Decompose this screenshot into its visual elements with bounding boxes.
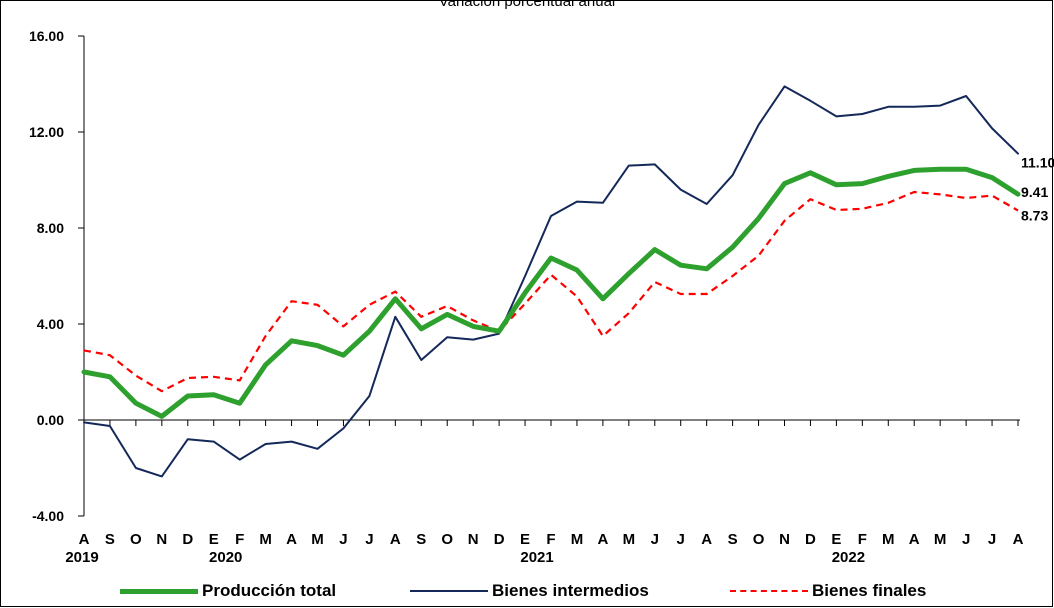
series-end-label-1: 11.10 bbox=[1021, 155, 1054, 171]
x-tick-label: E bbox=[209, 531, 219, 548]
x-tick-label: D bbox=[182, 531, 193, 548]
legend-swatch-finales bbox=[730, 590, 808, 592]
x-tick-label: O bbox=[753, 531, 765, 548]
y-tick-label: 16.00 bbox=[29, 28, 64, 44]
x-tick-label: M bbox=[882, 531, 895, 548]
x-tick-label: J bbox=[651, 531, 659, 548]
x-tick-label: A bbox=[597, 531, 608, 548]
legend-item-total: Producción total bbox=[120, 576, 336, 606]
legend-swatch-total bbox=[120, 588, 198, 594]
y-tick-label: -4.00 bbox=[32, 508, 64, 524]
x-tick-label: F bbox=[546, 531, 555, 548]
x-tick-label: J bbox=[339, 531, 347, 548]
x-year-label: 2021 bbox=[520, 549, 553, 566]
x-tick-label: S bbox=[416, 531, 426, 548]
series-end-label-0: 9.41 bbox=[1021, 184, 1048, 200]
series-end-label-2: 8.73 bbox=[1021, 207, 1048, 223]
x-tick-label: A bbox=[909, 531, 920, 548]
series-line-1 bbox=[83, 85, 1019, 478]
x-tick-label: S bbox=[105, 531, 115, 548]
x-tick-label: A bbox=[1013, 531, 1024, 548]
x-year-label: 2022 bbox=[832, 549, 865, 566]
x-tick-label: F bbox=[858, 531, 867, 548]
x-tick-label: D bbox=[494, 531, 505, 548]
x-tick-label: S bbox=[728, 531, 738, 548]
x-tick-label: J bbox=[962, 531, 970, 548]
y-tick-label: 8.00 bbox=[37, 220, 64, 236]
x-tick-label: M bbox=[311, 531, 324, 548]
x-year-label: 2020 bbox=[209, 549, 242, 566]
y-tick-label: 0.00 bbox=[37, 412, 64, 428]
x-tick-label: E bbox=[520, 531, 530, 548]
x-tick-label: N bbox=[468, 531, 479, 548]
x-tick-label: M bbox=[934, 531, 947, 548]
x-tick-label: J bbox=[365, 531, 373, 548]
x-tick-label: O bbox=[130, 531, 142, 548]
legend-label-total: Producción total bbox=[202, 581, 337, 600]
chart-legend: Producción total Bienes intermedios Bien… bbox=[120, 576, 1020, 606]
x-tick-label: F bbox=[235, 531, 244, 548]
series-line-2 bbox=[83, 190, 1019, 393]
legend-label-finales: Bienes finales bbox=[812, 581, 927, 600]
x-tick-label: J bbox=[677, 531, 685, 548]
x-year-label: 2019 bbox=[65, 549, 98, 566]
x-tick-label: A bbox=[390, 531, 401, 548]
x-tick-label: M bbox=[623, 531, 636, 548]
x-tick-label: J bbox=[988, 531, 996, 548]
x-tick-label: A bbox=[701, 531, 712, 548]
x-tick-label: D bbox=[805, 531, 816, 548]
x-tick-label: N bbox=[779, 531, 790, 548]
x-tick-label: O bbox=[441, 531, 453, 548]
series-line-0 bbox=[81, 166, 1021, 419]
legend-label-intermedios: Bienes intermedios bbox=[492, 581, 649, 600]
x-tick-label: N bbox=[156, 531, 167, 548]
legend-item-intermedios: Bienes intermedios bbox=[410, 576, 649, 606]
legend-item-finales: Bienes finales bbox=[730, 576, 926, 606]
x-tick-label: A bbox=[286, 531, 297, 548]
y-tick-label: 12.00 bbox=[29, 124, 64, 140]
legend-swatch-intermedios bbox=[410, 590, 488, 592]
x-tick-label: M bbox=[259, 531, 272, 548]
x-tick-label: M bbox=[571, 531, 584, 548]
x-tick-label: E bbox=[831, 531, 841, 548]
chart-subtitle: Variación porcentual anual bbox=[438, 0, 616, 10]
y-tick-label: 4.00 bbox=[37, 316, 64, 332]
x-tick-label: A bbox=[79, 531, 90, 548]
